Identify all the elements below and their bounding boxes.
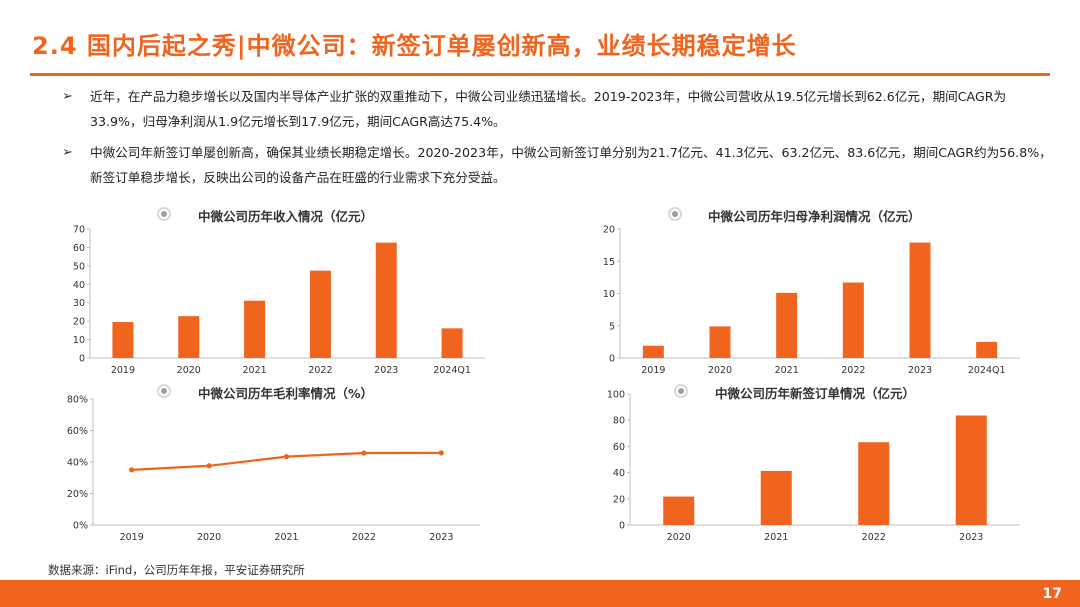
y-tick-label: 60	[73, 243, 85, 254]
bar	[642, 345, 664, 358]
bar	[178, 316, 200, 358]
y-tick-label: 20	[613, 494, 625, 505]
x-tick-label: 2022	[862, 532, 886, 543]
new-orders-chart: 中微公司历年新签订单情况（亿元） 0 20 40 60 80 100 2020 2021 202…	[580, 382, 1050, 547]
chart-title-row: 中微公司历年毛利率情况（%）	[40, 382, 500, 402]
x-tick-label: 2020	[197, 532, 221, 543]
bar	[309, 270, 331, 358]
bar	[776, 292, 798, 358]
source-note: 数据来源：iFind，公司历年年报，平安证券研究所	[48, 563, 305, 577]
data-point	[206, 463, 212, 469]
y-tick-label: 10	[73, 335, 85, 346]
bullet-item: ➢ 中微公司年新签订单屡创新高，确保其业绩长期稳定增长。2020-2023年，中…	[62, 140, 1052, 190]
bar	[441, 328, 463, 358]
x-tick-label: 2021	[274, 532, 298, 543]
bar	[955, 415, 987, 525]
x-tick-label: 2019	[111, 365, 135, 376]
x-tick-label: 2023	[908, 365, 932, 376]
bar	[663, 496, 695, 525]
y-tick-label: 20%	[67, 489, 88, 500]
data-point	[361, 450, 367, 456]
bar	[375, 242, 397, 358]
page-number: 17	[1042, 586, 1062, 602]
revenue-bar-chart: 0 10 20 30 40 50 60 70 2019 2020 2021 2022 2023 2024Q…	[73, 225, 485, 376]
y-tick-label: 0	[619, 521, 625, 532]
y-tick-label: 70	[73, 225, 85, 236]
page-title: 2.4 国内后起之秀|中微公司：新签订单屡创新高，业绩长期稳定增长	[32, 32, 797, 60]
bar	[709, 326, 731, 358]
footer-bar	[0, 580, 1080, 607]
x-tick-label: 2023	[429, 532, 453, 543]
x-tick-label: 2019	[641, 365, 665, 376]
bar	[909, 242, 931, 358]
y-tick-label: 5	[609, 321, 615, 332]
bar	[112, 322, 134, 358]
title-divider	[30, 73, 1050, 76]
x-tick-label: 2020	[177, 365, 201, 376]
data-point	[129, 467, 135, 473]
y-tick-label: 15	[603, 257, 615, 268]
bar	[976, 341, 998, 358]
bar	[760, 470, 792, 525]
data-point	[283, 454, 290, 460]
revenue-chart: 中微公司历年收入情况（亿元） 0 10 20 30 40 50 60 70 2019 2020 20…	[40, 205, 500, 380]
chart-title: 中微公司历年收入情况（亿元）	[198, 209, 374, 224]
x-tick-label: 2022	[841, 365, 865, 376]
net-profit-chart: 中微公司历年归母净利润情况（亿元） 0 5 10 15 20 2019 2020 2021 20…	[580, 205, 1050, 380]
y-tick-label: 80%	[67, 395, 88, 406]
x-tick-label: 2024Q1	[433, 365, 471, 376]
bar	[842, 282, 864, 358]
chart-title-row: 中微公司历年收入情况（亿元）	[40, 205, 500, 225]
bar	[858, 442, 890, 525]
y-tick-label: 20	[603, 225, 615, 236]
circle-bullet-icon	[668, 207, 682, 221]
y-tick-label: 30	[73, 298, 85, 309]
y-tick-label: 100	[607, 390, 625, 401]
bar	[244, 300, 266, 358]
data-point	[438, 450, 444, 456]
x-tick-label: 2022	[308, 365, 332, 376]
y-tick-label: 0	[79, 354, 85, 365]
x-tick-label: 2021	[764, 532, 788, 543]
x-tick-label: 2023	[374, 365, 398, 376]
net-profit-bar-chart: 0 5 10 15 20 2019 2020 2021 2022 2023 2024Q1	[603, 225, 1020, 376]
y-tick-label: 10	[603, 289, 615, 300]
gross-margin-line-chart: 0% 20% 40% 60% 80% 2019 2020 2021 2022 2023	[67, 395, 480, 543]
x-tick-label: 2020	[708, 365, 732, 376]
y-tick-label: 20	[73, 317, 85, 328]
y-tick-label: 0%	[73, 521, 88, 532]
chart-title-row: 中微公司历年新签订单情况（亿元）	[580, 382, 1050, 402]
x-tick-label: 2023	[959, 532, 983, 543]
y-tick-label: 40%	[67, 458, 88, 469]
arrow-bullet-icon: ➢	[62, 89, 73, 104]
x-tick-label: 2020	[667, 532, 691, 543]
x-tick-label: 2024Q1	[968, 365, 1006, 376]
y-tick-label: 40	[613, 468, 625, 479]
bullet-text: 中微公司年新签订单屡创新高，确保其业绩长期稳定增长。2020-2023年，中微公…	[90, 145, 1052, 185]
chart-title-row: 中微公司历年归母净利润情况（亿元）	[580, 205, 1050, 225]
circle-bullet-icon	[674, 384, 688, 398]
new-orders-bar-chart: 0 20 40 60 80 100 2020 2021 2022 2023	[607, 390, 1020, 543]
chart-title: 中微公司历年毛利率情况（%）	[198, 386, 374, 401]
gross-margin-chart: 中微公司历年毛利率情况（%） 0% 20% 40% 60% 80% 2019 2020 202…	[40, 382, 500, 547]
bullet-item: ➢ 近年，在产品力稳步增长以及国内半导体产业扩张的双重推动下，中微公司业绩迅猛增…	[62, 84, 1052, 134]
chart-title: 中微公司历年新签订单情况（亿元）	[715, 386, 916, 401]
circle-bullet-icon	[157, 384, 171, 398]
y-tick-label: 50	[73, 261, 85, 272]
y-tick-label: 80	[613, 416, 625, 427]
y-tick-label: 0	[609, 354, 615, 365]
x-tick-label: 2022	[352, 532, 376, 543]
chart-title: 中微公司历年归母净利润情况（亿元）	[708, 209, 921, 224]
x-tick-label: 2021	[242, 365, 266, 376]
bullet-list: ➢ 近年，在产品力稳步增长以及国内半导体产业扩张的双重推动下，中微公司业绩迅猛增…	[62, 84, 1052, 196]
bullet-text: 近年，在产品力稳步增长以及国内半导体产业扩张的双重推动下，中微公司业绩迅猛增长。…	[90, 89, 1007, 129]
arrow-bullet-icon: ➢	[62, 145, 73, 160]
x-tick-label: 2021	[775, 365, 799, 376]
y-tick-label: 40	[73, 280, 85, 291]
y-tick-label: 60	[613, 442, 625, 453]
circle-bullet-icon	[157, 207, 171, 221]
x-tick-label: 2019	[120, 532, 144, 543]
y-tick-label: 60%	[67, 426, 88, 437]
